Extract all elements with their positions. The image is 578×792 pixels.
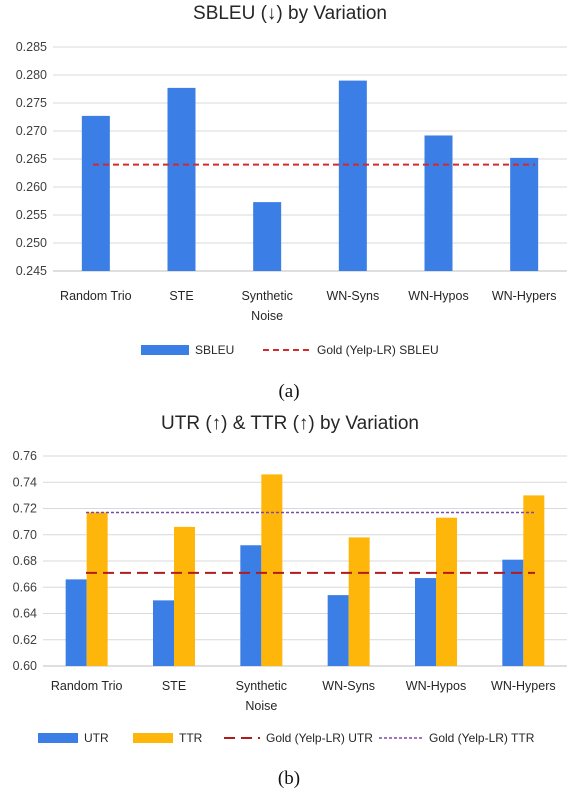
y-tick-label: 0.72 bbox=[13, 502, 37, 516]
x-category-label: Synthetic bbox=[236, 679, 287, 693]
chart-b-y-axis: 0.60 0.62 0.64 0.66 0.68 0.70 0.72 0.74 0.76 bbox=[13, 449, 37, 673]
bar-utr-5 bbox=[502, 559, 524, 666]
x-category-label: Noise bbox=[245, 699, 277, 713]
y-tick-label: 0.255 bbox=[16, 208, 47, 222]
y-tick-label: 0.66 bbox=[13, 580, 37, 594]
legend-swatch-ttr bbox=[133, 733, 173, 743]
chart-b-caption: (b) bbox=[278, 768, 300, 789]
bar-ttr-3 bbox=[348, 537, 370, 666]
y-tick-label: 0.68 bbox=[13, 554, 37, 568]
x-category-label: WN-Hypers bbox=[491, 679, 556, 693]
legend-swatch-sbleu bbox=[141, 345, 189, 355]
y-tick-label: 0.280 bbox=[16, 68, 47, 82]
y-tick-label: 0.76 bbox=[13, 449, 37, 463]
bar-utr-0 bbox=[65, 579, 87, 666]
chart-a-bars bbox=[81, 80, 539, 271]
chart-b-bars bbox=[65, 474, 545, 666]
y-tick-label: 0.62 bbox=[13, 633, 37, 647]
legend-label: UTR bbox=[84, 731, 109, 745]
y-tick-label: 0.74 bbox=[13, 475, 37, 489]
x-category-label: WN-Hypos bbox=[406, 679, 466, 693]
bar-sbleu-3 bbox=[338, 80, 367, 271]
chart-b-reference-lines bbox=[86, 511, 535, 574]
legend-label: Gold (Yelp-LR) SBLEU bbox=[317, 343, 439, 357]
y-tick-label: 0.265 bbox=[16, 152, 47, 166]
y-tick-label: 0.275 bbox=[16, 96, 47, 110]
chart-a-y-axis: 0.245 0.250 0.255 0.260 0.265 0.270 0.275 0.280… bbox=[16, 40, 47, 278]
x-category-label: WN-Hypos bbox=[408, 289, 468, 303]
bar-sbleu-5 bbox=[510, 157, 539, 271]
x-category-label: STE bbox=[162, 679, 186, 693]
legend-label: Gold (Yelp-LR) TTR bbox=[429, 731, 535, 745]
bar-utr-4 bbox=[415, 578, 436, 666]
x-category-label: Noise bbox=[251, 309, 283, 323]
y-tick-label: 0.270 bbox=[16, 124, 47, 138]
y-tick-label: 0.70 bbox=[13, 528, 37, 542]
bar-sbleu-1 bbox=[167, 87, 196, 271]
x-category-label: Synthetic bbox=[241, 289, 292, 303]
bar-ttr-2 bbox=[261, 474, 283, 666]
x-category-label: Random Trio bbox=[51, 679, 123, 693]
chart-b-gridlines bbox=[43, 455, 567, 667]
chart-b: UTR (↑) & TTR (↑) by Variation 0.600.620… bbox=[13, 413, 567, 789]
chart-a-caption: (a) bbox=[278, 381, 299, 402]
bar-utr-2 bbox=[240, 545, 262, 666]
legend-label: TTR bbox=[179, 731, 203, 745]
legend-label: SBLEU bbox=[195, 343, 234, 357]
bar-ttr-4 bbox=[436, 517, 457, 666]
chart-b-legend: UTR TTR Gold (Yelp-LR) UTR Gold (Yelp-LR) T… bbox=[38, 731, 535, 745]
legend-swatch-utr bbox=[38, 733, 78, 743]
chart-b-x-axis: Random Trio STE Synthetic Noise WN-Syns WN-Hy… bbox=[51, 679, 556, 713]
y-tick-label: 0.245 bbox=[16, 264, 47, 278]
y-tick-label: 0.250 bbox=[16, 236, 47, 250]
x-category-label: Random Trio bbox=[60, 289, 132, 303]
chart-a-legend: SBLEU Gold (Yelp-LR) SBLEU bbox=[141, 343, 439, 357]
x-category-label: WN-Hypers bbox=[492, 289, 557, 303]
chart-b-title: UTR (↑) & TTR (↑) by Variation bbox=[161, 413, 419, 434]
bar-ttr-1 bbox=[174, 526, 195, 666]
x-category-label: WN-Syns bbox=[322, 679, 375, 693]
chart-a: SBLEU (↓) by Variation 0.2450.2500.2550.… bbox=[16, 3, 567, 402]
y-tick-label: 0.260 bbox=[16, 180, 47, 194]
bar-sbleu-2 bbox=[253, 202, 282, 271]
chart-a-title: SBLEU (↓) by Variation bbox=[193, 3, 387, 24]
bar-sbleu-4 bbox=[424, 135, 453, 271]
bar-ttr-0 bbox=[86, 512, 108, 666]
chart-a-gridlines bbox=[53, 46, 567, 272]
y-tick-label: 0.64 bbox=[13, 607, 37, 621]
x-category-label: WN-Syns bbox=[326, 289, 379, 303]
x-category-label: STE bbox=[169, 289, 193, 303]
y-tick-label: 0.60 bbox=[13, 659, 37, 673]
bar-sbleu-0 bbox=[81, 115, 110, 271]
bar-utr-3 bbox=[327, 595, 349, 666]
y-tick-label: 0.285 bbox=[16, 40, 47, 54]
bar-utr-1 bbox=[153, 600, 174, 666]
chart-a-x-axis: Random Trio STE Synthetic Noise WN-Syns WN-Hy… bbox=[60, 289, 556, 323]
bar-ttr-5 bbox=[523, 495, 545, 666]
legend-label: Gold (Yelp-LR) UTR bbox=[266, 731, 373, 745]
